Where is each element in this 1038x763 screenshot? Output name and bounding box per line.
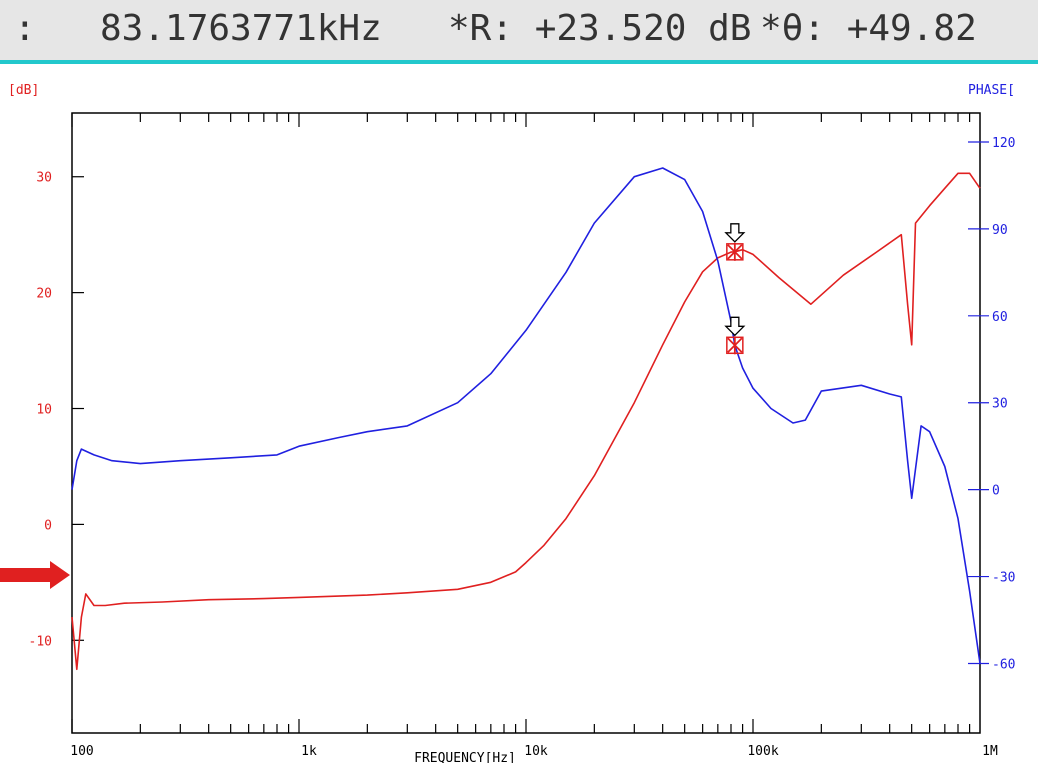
x-axis-title: FREQUENCY[Hz] [414,751,516,763]
y-right-tick-label: -30 [992,571,1015,586]
y-right-tick-label: -60 [992,657,1015,672]
marker-point[interactable] [726,336,744,355]
y-right-tick-label: 30 [992,397,1008,412]
y-right-tick-label: 120 [992,136,1015,151]
readout-frequency: 83.1763771kHz [100,8,382,49]
x-tick-label: 1M [982,744,998,759]
readout-prefix: : [14,8,36,49]
left-axis-label: [dB] [8,83,39,98]
y-left-tick-label: 0 [44,518,52,533]
readout-magnitude: *R: +23.520 dB [448,8,752,49]
x-tick-label: 10k [524,744,548,759]
y-right-tick-label: 60 [992,310,1008,325]
marker-readout-bar: : 83.1763771kHz *R: +23.520 dB *θ: +49.8… [0,0,1038,64]
y-right-tick-label: 0 [992,484,1000,499]
x-tick-label: 100k [747,744,778,759]
y-left-tick-label: 30 [36,171,52,186]
phase-series-line [71,167,981,664]
x-tick-label: 1k [301,744,317,759]
y-right-tick-label: 90 [992,223,1008,238]
magnitude-series-line [71,172,981,671]
x-tick-label: 100 [70,744,93,759]
reference-level-arrow-icon [0,561,70,589]
marker-point[interactable] [726,242,744,261]
readout-phase: *θ: +49.82 [760,8,977,49]
y-left-tick-label: 20 [36,287,52,302]
marker-arrow-icon [724,223,746,243]
right-axis-label: PHASE[ [968,83,1015,98]
plot-frame [71,112,981,734]
marker-arrow-icon [724,316,746,337]
y-left-tick-label: -10 [29,634,52,649]
y-left-tick-label: 10 [36,403,52,418]
